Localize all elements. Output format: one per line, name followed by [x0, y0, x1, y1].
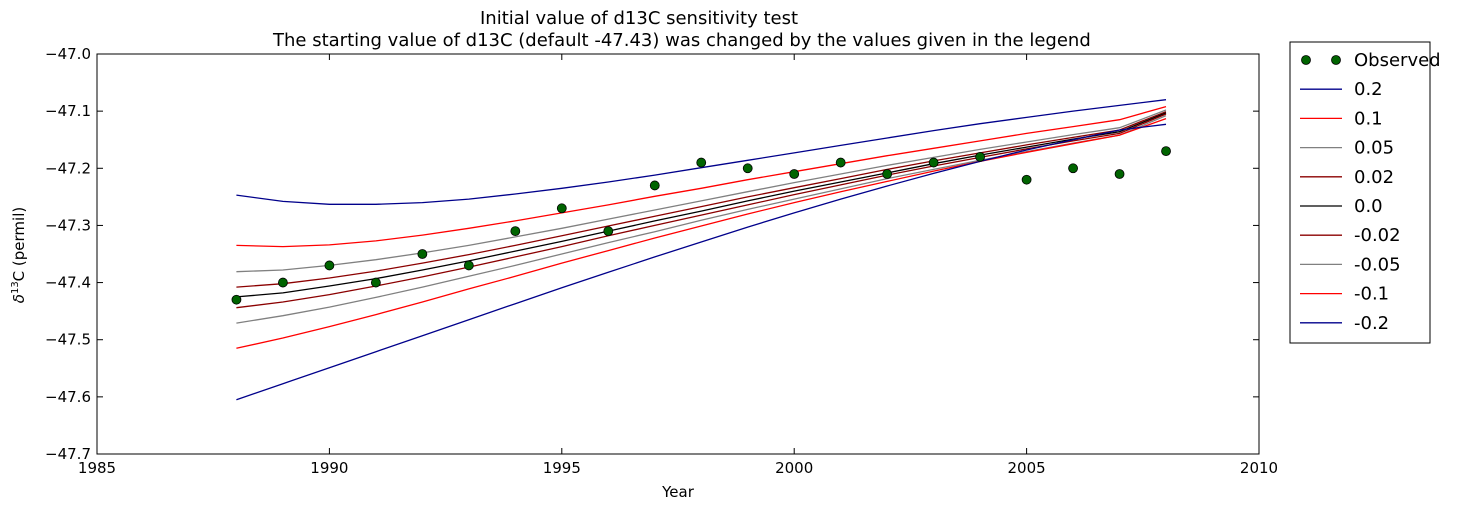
legend-label-0.02: 0.02 [1354, 167, 1394, 188]
legend-label-0.2: 0.2 [1354, 79, 1383, 100]
x-tick-label: 2010 [1240, 459, 1278, 477]
observed-point [1068, 163, 1078, 174]
series-line-0.0 [236, 112, 1167, 298]
observed-point [696, 157, 707, 168]
y-tick-label: −47.0 [45, 45, 91, 63]
observed-point [278, 277, 288, 288]
legend: Observed 0.2 0.1 0.05 0.02 0.0 -0.02 -0.05 -0.1 -… [1289, 41, 1441, 344]
x-tick-label: 1995 [543, 459, 581, 477]
chart-title: Initial value of d13C sensitivity test [480, 8, 799, 29]
x-axis-label: Year [661, 483, 695, 501]
observed-points [231, 146, 1171, 305]
series-line-0.2 [236, 99, 1167, 205]
x-tick-label: 2005 [1008, 459, 1046, 477]
plot-frame [96, 53, 1260, 455]
y-axis-label: δ13C (permil) [10, 207, 28, 303]
observed-point [463, 260, 474, 271]
series-layer [236, 99, 1167, 401]
observed-point [975, 151, 986, 162]
legend-label-0.05: 0.05 [1354, 138, 1394, 159]
y-tick-label: −47.7 [45, 445, 91, 463]
series-line-0.02 [236, 111, 1167, 288]
series-line-0.1 [236, 105, 1167, 248]
observed-point [1161, 146, 1171, 157]
observed-point [742, 163, 753, 174]
observed-point [928, 157, 939, 168]
series-line--0.05 [236, 115, 1167, 324]
legend-marker-observed [1331, 55, 1341, 65]
observed-point [882, 169, 893, 179]
y-tick-label: −47.4 [45, 274, 91, 292]
legend-label-0.1: 0.1 [1354, 108, 1383, 129]
series-line--0.2 [236, 123, 1167, 401]
axis-ticks: 1985 1990 1995 2000 2005 2010 −47.0 −47.1 −47.2 −… [45, 45, 1278, 477]
legend-marker-observed [1301, 55, 1311, 65]
series-line-0.05 [236, 109, 1167, 273]
x-tick-label: 1990 [310, 459, 348, 477]
y-axis-label-delta: δ [10, 294, 28, 303]
observed-point [417, 249, 428, 259]
observed-point [370, 277, 381, 288]
plot-area [96, 53, 1260, 455]
y-tick-label: −47.1 [45, 102, 91, 120]
observed-point [789, 169, 800, 179]
observed-point [324, 260, 335, 271]
legend-box [1289, 41, 1431, 344]
y-axis-label-rest: C (permil) [10, 207, 28, 282]
observed-point [835, 157, 846, 168]
legend-label--0.1: -0.1 [1354, 284, 1389, 305]
observed-point [231, 294, 242, 305]
observed-point [1021, 174, 1032, 185]
observed-point [510, 226, 521, 237]
legend-label-observed: Observed [1354, 50, 1441, 71]
observed-point [556, 203, 567, 214]
observed-point [603, 226, 614, 237]
series-line--0.02 [236, 113, 1167, 309]
legend-label--0.2: -0.2 [1354, 313, 1389, 334]
chart-subtitle: The starting value of d13C (default -47.… [273, 30, 1091, 51]
y-tick-label: −47.2 [45, 159, 91, 177]
y-tick-label: −47.3 [45, 216, 91, 234]
observed-point [1114, 169, 1125, 179]
series-line--0.1 [236, 117, 1167, 349]
legend-label--0.05: -0.05 [1354, 254, 1401, 275]
observed-point [649, 180, 660, 191]
x-tick-label: 2000 [775, 459, 813, 477]
y-tick-label: −47.5 [45, 331, 91, 349]
legend-label--0.02: -0.02 [1354, 225, 1401, 246]
y-tick-label: −47.6 [45, 388, 91, 406]
x-tick-label: 1985 [78, 459, 116, 477]
y-axis-label-sup: 13 [10, 281, 21, 294]
legend-label-0.0: 0.0 [1354, 196, 1383, 217]
